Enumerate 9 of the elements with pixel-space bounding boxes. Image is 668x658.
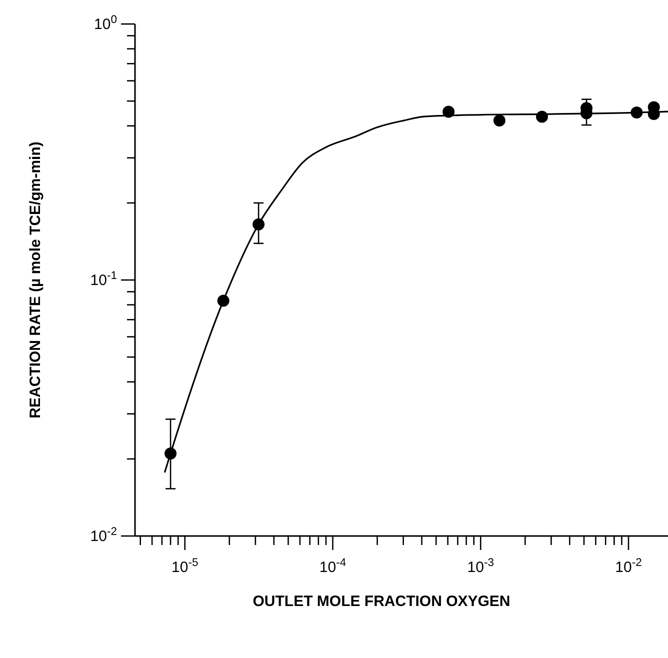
x-axis-title: OUTLET MOLE FRACTION OXYGEN [252, 593, 510, 610]
x-tick-label: 10$^{-2}$ [615, 557, 642, 576]
x-tick-label: 10$^{-5}$ [172, 557, 198, 576]
x-tick-label: 10$^{-4}$ [319, 557, 346, 576]
y-tick-label: 10$^{0}$ [94, 14, 117, 33]
y-axis-title: REACTION RATE (µ mole TCE/gm-min) [27, 142, 44, 418]
y-tick-label: 10$^{-2}$ [90, 526, 117, 545]
x-tick-label: 10$^{-3}$ [467, 557, 494, 576]
y-tick-label: 10$^{-1}$ [90, 270, 117, 289]
